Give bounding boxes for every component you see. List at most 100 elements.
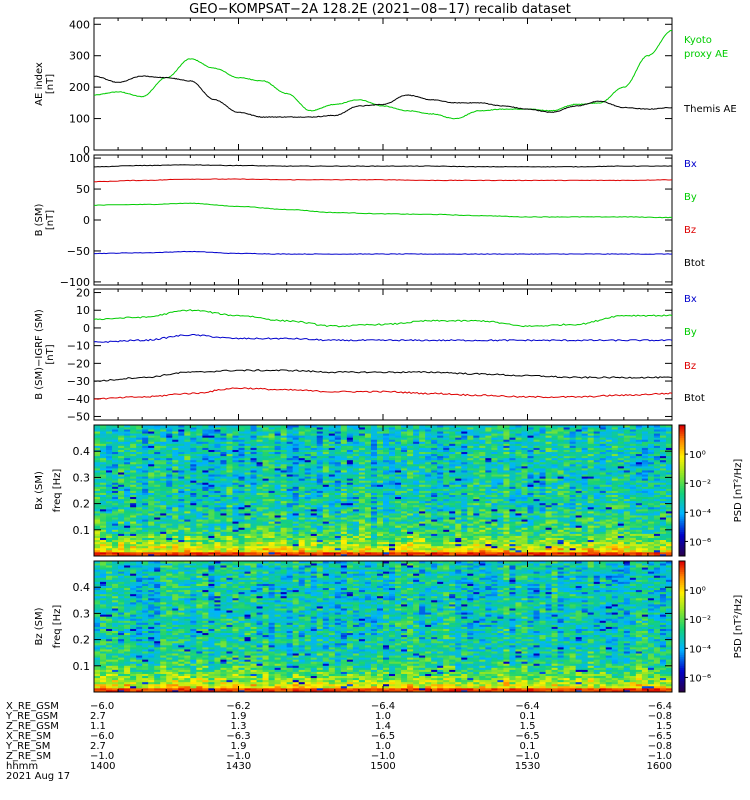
heatmap-cell bbox=[136, 433, 143, 436]
heatmap-cell bbox=[479, 431, 486, 434]
heatmap-cell bbox=[100, 455, 107, 459]
heatmap-cell bbox=[166, 451, 173, 455]
heatmap-cell bbox=[250, 465, 257, 469]
heatmap-cell bbox=[190, 517, 197, 520]
heatmap-cell bbox=[100, 474, 107, 477]
heatmap-cell bbox=[334, 508, 342, 512]
heatmap-cell bbox=[533, 502, 540, 506]
heatmap-cell bbox=[118, 445, 125, 448]
heatmap-cell bbox=[461, 425, 468, 428]
heatmap-cell bbox=[316, 533, 324, 536]
heatmap-cell bbox=[491, 478, 498, 481]
heatmap-cell bbox=[292, 470, 300, 473]
heatmap-cell bbox=[268, 457, 276, 461]
heatmap-cell bbox=[497, 492, 504, 495]
heatmap-cell bbox=[280, 467, 288, 471]
heatmap-cell bbox=[94, 488, 101, 491]
heatmap-cell bbox=[172, 447, 179, 450]
heatmap-cell bbox=[431, 490, 438, 493]
heatmap-cell bbox=[316, 445, 324, 448]
heatmap-cell bbox=[100, 508, 107, 512]
heatmap-cell bbox=[244, 525, 251, 528]
heatmap-cell bbox=[497, 429, 504, 432]
heatmap-cell bbox=[515, 515, 522, 518]
heatmap-cell bbox=[274, 439, 282, 442]
heatmap-cell bbox=[527, 445, 534, 448]
heatmap-cell bbox=[166, 521, 173, 524]
heatmap-cell bbox=[304, 504, 312, 508]
heatmap-cell bbox=[184, 488, 191, 491]
heatmap-cell bbox=[256, 431, 263, 434]
heatmap-cell bbox=[376, 439, 384, 442]
heatmap-cell bbox=[539, 545, 546, 549]
heatmap-cell bbox=[473, 517, 480, 520]
heatmap-cell bbox=[401, 502, 408, 506]
heatmap-cell bbox=[485, 521, 492, 524]
heatmap-cell bbox=[196, 484, 203, 487]
heatmap-cell bbox=[419, 539, 426, 543]
heatmap-cell bbox=[527, 545, 534, 549]
heatmap-cell bbox=[473, 537, 480, 541]
heatmap-cell bbox=[485, 541, 492, 545]
heatmap-cell bbox=[286, 451, 294, 455]
heatmap-cell bbox=[94, 447, 101, 450]
heatmap-cell bbox=[467, 545, 474, 549]
heatmap-cell bbox=[479, 541, 486, 545]
heatmap-cell bbox=[100, 535, 107, 538]
heatmap-cell bbox=[322, 527, 330, 530]
heatmap-cell bbox=[244, 541, 251, 545]
heatmap-cell bbox=[184, 537, 191, 541]
heatmap-cell bbox=[268, 527, 276, 530]
heatmap-cell bbox=[328, 539, 336, 543]
heatmap-cell bbox=[154, 429, 161, 432]
heatmap-cell bbox=[202, 476, 209, 479]
heatmap-cell bbox=[310, 527, 318, 530]
heatmap-cell bbox=[238, 539, 245, 543]
heatmap-cell bbox=[244, 425, 251, 428]
heatmap-cell bbox=[449, 433, 456, 436]
heatmap-cell bbox=[527, 486, 534, 489]
heatmap-cell bbox=[118, 519, 125, 522]
heatmap-cell bbox=[94, 523, 101, 526]
heatmap-cell bbox=[401, 553, 408, 557]
heatmap-cell bbox=[244, 439, 251, 442]
heatmap-cell bbox=[154, 425, 161, 428]
heatmap-cell bbox=[274, 445, 282, 448]
heatmap-cell bbox=[106, 429, 113, 432]
heatmap-cell bbox=[479, 492, 486, 495]
heatmap-cell bbox=[503, 447, 510, 450]
heatmap-cell bbox=[244, 533, 251, 536]
heatmap-cell bbox=[232, 531, 239, 534]
heatmap-cell bbox=[226, 465, 233, 469]
heatmap-cell bbox=[130, 521, 137, 524]
heatmap-cell bbox=[340, 474, 348, 477]
heatmap-cell bbox=[461, 429, 468, 432]
heatmap-cell bbox=[479, 486, 486, 489]
heatmap-cell bbox=[190, 490, 197, 493]
heatmap-cell bbox=[244, 553, 251, 557]
heatmap-cell bbox=[148, 472, 155, 475]
heatmap-cell bbox=[346, 435, 354, 438]
heatmap-cell bbox=[455, 478, 462, 481]
heatmap-cell bbox=[244, 527, 251, 530]
heatmap-cell bbox=[166, 472, 173, 475]
heatmap-cell bbox=[310, 463, 318, 467]
heatmap-cell bbox=[527, 474, 534, 477]
heatmap-cell bbox=[497, 547, 504, 551]
heatmap-cell bbox=[202, 453, 209, 457]
y-tick-label: 200 bbox=[69, 81, 90, 94]
heatmap-cell bbox=[485, 453, 492, 457]
heatmap-cell bbox=[124, 490, 131, 493]
heatmap-cell bbox=[316, 525, 324, 528]
heatmap-cell bbox=[100, 498, 107, 502]
heatmap-cell bbox=[370, 545, 378, 549]
heatmap-cell bbox=[166, 453, 173, 457]
heatmap-cell bbox=[467, 427, 474, 430]
heatmap-cell bbox=[437, 480, 444, 483]
heatmap-cell bbox=[431, 474, 438, 477]
heatmap-cell bbox=[136, 461, 143, 465]
heatmap-cell bbox=[142, 531, 149, 534]
heatmap-cell bbox=[395, 533, 402, 536]
heatmap-cell bbox=[106, 449, 113, 453]
heatmap-cell bbox=[449, 476, 456, 479]
